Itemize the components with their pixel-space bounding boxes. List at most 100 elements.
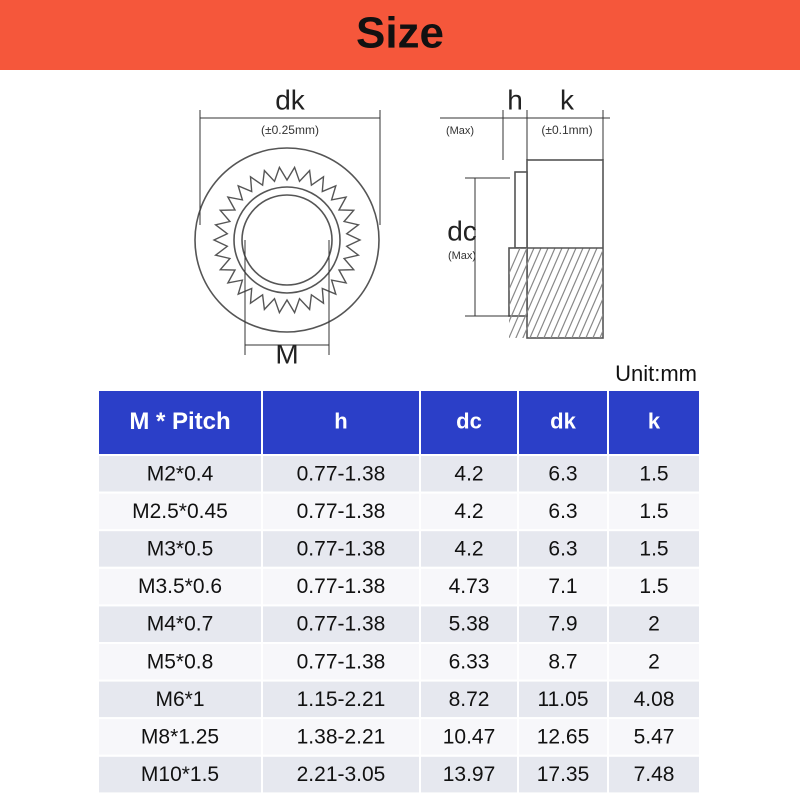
cell-text: 7.48 (634, 763, 675, 786)
title: Size (356, 9, 444, 58)
header-cell (517, 389, 609, 456)
header-text: k (648, 408, 661, 433)
cell (517, 642, 609, 682)
cell (97, 454, 263, 494)
cell-text: 2 (648, 650, 660, 673)
header-text: dc (456, 408, 482, 433)
thread-line (509, 248, 535, 308)
cell-text: 1.5 (639, 538, 668, 561)
header-text: M * Pitch (129, 408, 230, 435)
cell-text: 4.2 (454, 462, 483, 485)
cell-text: 7.9 (548, 613, 577, 636)
cell-text: M4*0.7 (147, 613, 214, 636)
cell-text: 8.72 (449, 688, 490, 711)
spec-table: M * Pitch h dc dk k M2*0.4 0.77-1.38 4.2 6.3 1.5 M… (97, 389, 701, 795)
cell-text: 8.7 (548, 650, 577, 673)
thread-line (509, 248, 521, 275)
cell-text: 0.77-1.38 (297, 575, 386, 598)
cell-text: 0.77-1.38 (297, 650, 386, 673)
cell-text: 13.97 (443, 763, 496, 786)
cell-text: 6.3 (548, 538, 577, 561)
cell-text: 0.77-1.38 (297, 462, 386, 485)
cell (419, 679, 519, 720)
thread-line (578, 280, 603, 338)
cell (97, 491, 263, 532)
cell (607, 491, 701, 532)
thread-line (599, 329, 603, 338)
cell (607, 754, 701, 795)
thread-line (529, 248, 570, 338)
cell-text: 6.33 (449, 650, 490, 673)
cell-text: 4.2 (454, 538, 483, 561)
dk-tolerance: (±0.25mm) (261, 123, 319, 137)
cell-text: 1.5 (639, 575, 668, 598)
thread-line (571, 264, 603, 338)
cell-text: 5.38 (449, 613, 490, 636)
thread-line (515, 248, 556, 338)
thread-line (613, 248, 653, 340)
cell-text: 0.77-1.38 (297, 538, 386, 561)
cell (419, 491, 519, 532)
m-label: M (275, 338, 298, 369)
thread-line (564, 248, 603, 338)
dk-label: dk (275, 84, 306, 115)
cell-text: 6.3 (548, 500, 577, 523)
cell-text: M8*1.25 (141, 726, 219, 749)
cell-text: 0.77-1.38 (297, 613, 386, 636)
thread-line (522, 248, 563, 338)
cell-text: M2.5*0.45 (132, 500, 228, 523)
thread-line (509, 248, 528, 291)
cell-text: 0.77-1.38 (297, 500, 386, 523)
cell (261, 754, 421, 795)
dc-label: dc (447, 215, 477, 246)
cell-text: M10*1.5 (141, 763, 219, 786)
thread-line (606, 248, 646, 340)
thread-line (557, 248, 598, 338)
cell-text: 4.73 (449, 575, 490, 598)
cell-text: 2.21-3.05 (297, 763, 386, 786)
cell-text: 17.35 (537, 763, 590, 786)
cell (607, 717, 701, 757)
cell-text: M3*0.5 (147, 538, 214, 561)
cell (607, 679, 701, 720)
front-view (194, 110, 381, 355)
side-view (440, 110, 653, 340)
cell-text: 4.2 (454, 500, 483, 523)
unit-label: Unit:mm (615, 361, 697, 386)
cell-text: M3.5*0.6 (138, 575, 222, 598)
cell-text: 2 (648, 613, 660, 636)
header-text: h (334, 408, 347, 433)
k-label: k (560, 84, 575, 115)
thread-line (509, 248, 542, 324)
thread-line (543, 248, 584, 338)
cell (607, 529, 701, 569)
k-tolerance: (±0.1mm) (541, 123, 592, 137)
cell (517, 604, 609, 645)
cell-text: 10.47 (443, 726, 496, 749)
cell (517, 679, 609, 720)
cell (517, 454, 609, 494)
cell-text: 1.38-2.21 (297, 726, 386, 749)
cell (261, 454, 421, 494)
cell-text: 11.05 (538, 688, 589, 711)
thread-line (509, 248, 549, 338)
cell-text: M2*0.4 (147, 462, 214, 485)
cell-text: 5.47 (634, 726, 675, 749)
cell (97, 642, 263, 682)
cell (607, 604, 701, 645)
cell-text: M6*1 (155, 688, 204, 711)
dc-note: (Max) (448, 250, 476, 262)
h-note: (Max) (446, 125, 474, 137)
cell-text: 4.08 (634, 688, 675, 711)
cell (419, 454, 519, 494)
cell (419, 754, 519, 795)
cell (517, 491, 609, 532)
cell (517, 717, 609, 757)
header-cell (261, 389, 421, 456)
thread-line (550, 248, 591, 338)
cell-text: 1.5 (639, 500, 668, 523)
cell-text: 1.15-2.21 (297, 688, 386, 711)
cell-text: 12.65 (537, 726, 590, 749)
cell-text: 6.3 (548, 462, 577, 485)
